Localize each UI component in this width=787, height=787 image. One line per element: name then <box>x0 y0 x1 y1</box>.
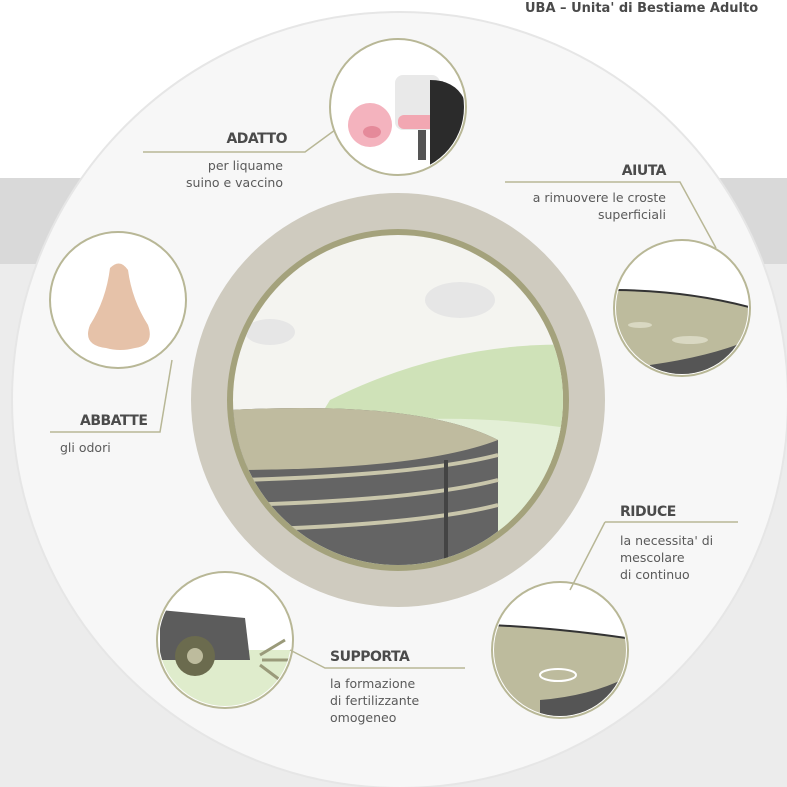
item-title: ADATTO <box>226 131 287 147</box>
item-title: RIDUCE <box>620 504 676 520</box>
item-text: suino e vaccino <box>186 175 283 190</box>
item-text: la necessita' di <box>620 533 713 548</box>
item-text: superficiali <box>598 207 666 222</box>
page: {"header": {"title": "UBA – Unita' di Be… <box>0 0 787 787</box>
item-text: omogeneo <box>330 710 396 725</box>
item-text: di continuo <box>620 567 690 582</box>
header-title: UBA – Unita' di Bestiame Adulto <box>525 1 758 16</box>
infographic: UBA – Unita' di Bestiame Adulto ADATTO per… <box>0 0 787 787</box>
icon-nose <box>50 232 186 368</box>
item-text: gli odori <box>60 440 111 455</box>
item-title: AIUTA <box>622 163 667 179</box>
item-text: mescolare <box>620 550 685 565</box>
item-title: ABBATTE <box>80 413 147 429</box>
item-title: SUPPORTA <box>330 649 410 665</box>
item-text: di fertilizzante <box>330 693 420 708</box>
item-text: per liquame <box>208 158 283 173</box>
item-text: la formazione <box>330 676 416 691</box>
item-text: a rimuovere le croste <box>533 190 667 205</box>
